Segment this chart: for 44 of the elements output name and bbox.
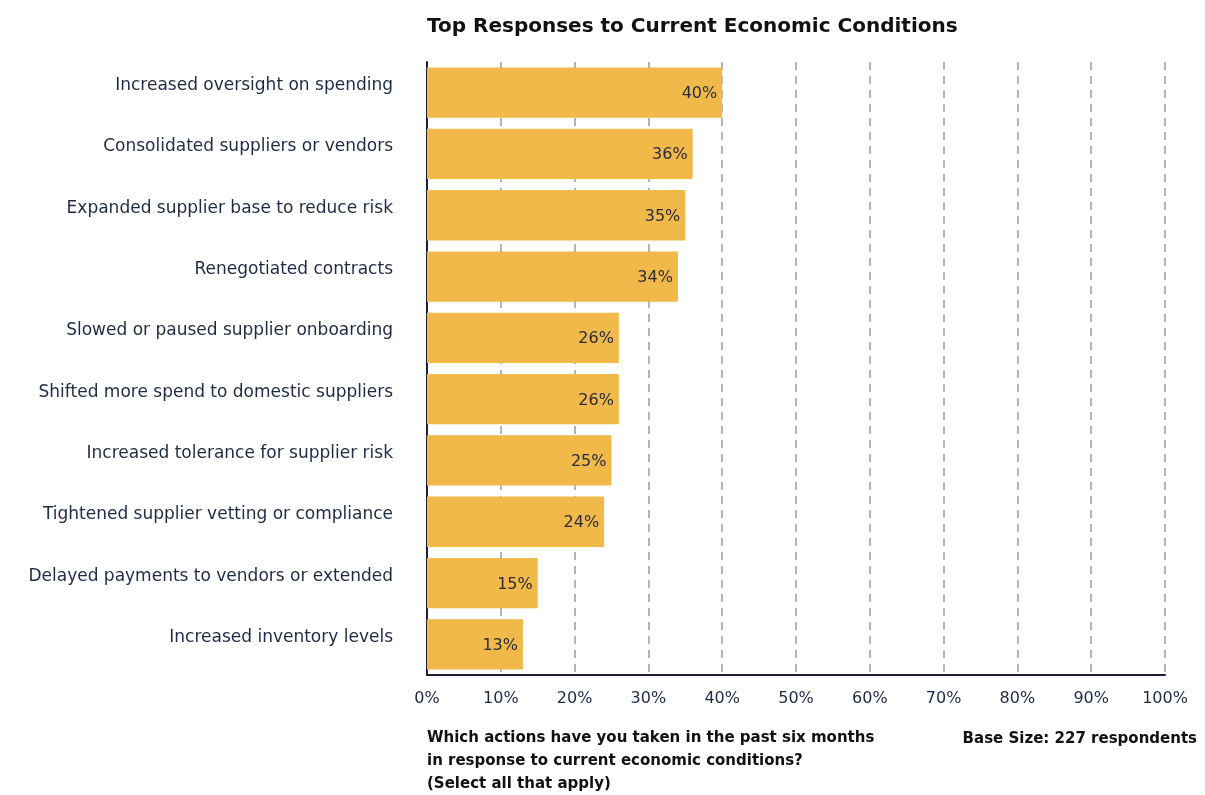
chart-title: Top Responses to Current Economic Conditions [427, 13, 958, 37]
x-tick-label: 50% [778, 687, 814, 707]
y-tick-label: Slowed or paused supplier onboarding [66, 319, 393, 340]
bar [427, 496, 605, 547]
bar [427, 435, 612, 486]
x-tick-label: 20% [556, 687, 593, 707]
bar [427, 128, 693, 180]
bar [427, 619, 523, 670]
bar [427, 312, 619, 363]
data-label: 24% [563, 512, 600, 532]
text: Which actions have you taken in the past six months in response to current economic conditions? (Select all that apply) [427, 727, 875, 792]
y-tick-label: Increased inventory levels [169, 625, 394, 646]
x-tick-label: 100% [1142, 687, 1188, 707]
x-tick-label: 70% [925, 687, 962, 707]
bar [427, 557, 538, 609]
y-tick-label: Increased oversight on spending [115, 74, 393, 95]
y-tick-label: Delayed payments to vendors or extended [28, 564, 393, 585]
y-tick-label: Renegotiated contracts [194, 258, 394, 279]
bar [427, 251, 678, 302]
x-tick-label: 80% [999, 687, 1036, 707]
data-label: 40% [681, 83, 718, 103]
x-tick-label: 90% [1073, 687, 1109, 707]
bar [427, 190, 686, 241]
y-tick-label: Tightened supplier vetting or compliance [41, 503, 393, 524]
x-tick-label: 30% [630, 687, 667, 707]
y-tick-label: Consolidated suppliers or vendors [103, 135, 394, 156]
bar [427, 374, 619, 425]
y-tick-label: Expanded supplier base to reduce risk [66, 196, 394, 217]
data-label: 36% [652, 144, 688, 164]
data-label: 34% [637, 267, 673, 287]
y-tick-label: Increased tolerance for supplier risk [86, 441, 394, 462]
data-label: 13% [482, 634, 518, 654]
text: Base Size: 227 respondents [962, 728, 1198, 747]
bar [427, 67, 723, 118]
data-label: 26% [578, 389, 614, 409]
data-label: 25% [570, 450, 607, 470]
data-label: 26% [578, 328, 614, 348]
x-tick-label: 10% [483, 687, 519, 707]
data-label: 15% [497, 573, 533, 593]
x-tick-label: 40% [704, 687, 740, 707]
y-tick-label: Shifted more spend to domestic suppliers [38, 380, 394, 401]
x-tick-label: 0% [414, 687, 440, 707]
data-label: 35% [644, 205, 681, 225]
x-tick-label: 60% [852, 687, 888, 707]
